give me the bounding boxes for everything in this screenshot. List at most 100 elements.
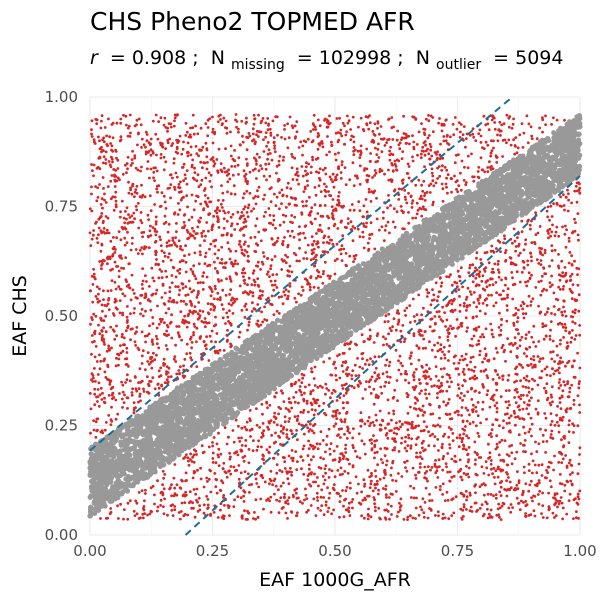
- outlier-point: [137, 400, 140, 404]
- outlier-point: [200, 444, 204, 448]
- outlier-point: [470, 337, 474, 341]
- outlier-point: [455, 188, 458, 191]
- outlier-point: [423, 153, 427, 157]
- outlier-point: [113, 185, 117, 188]
- outlier-point: [374, 366, 378, 370]
- outlier-point: [351, 465, 355, 469]
- outlier-point: [231, 312, 235, 315]
- outlier-point: [558, 371, 561, 375]
- outlier-point: [502, 502, 506, 506]
- outlier-point: [173, 355, 177, 358]
- outlier-point: [214, 485, 218, 489]
- outlier-point: [514, 249, 517, 253]
- outlier-point: [283, 415, 287, 419]
- outlier-point: [276, 452, 280, 456]
- outlier-point: [260, 260, 264, 264]
- outlier-point: [323, 194, 327, 198]
- outlier-point: [537, 442, 541, 446]
- outlier-point: [186, 151, 189, 155]
- outlier-point: [362, 169, 366, 172]
- outlier-point: [313, 217, 317, 221]
- outlier-point: [564, 195, 568, 199]
- outlier-point: [404, 378, 407, 382]
- outlier-point: [535, 137, 539, 141]
- outlier-point: [420, 214, 424, 218]
- outlier-point: [262, 507, 265, 511]
- outlier-point: [489, 322, 493, 326]
- outlier-point: [222, 349, 226, 352]
- outlier-point: [277, 312, 281, 315]
- outlier-point: [100, 336, 104, 340]
- outlier-point: [435, 466, 439, 469]
- outlier-point: [96, 400, 99, 403]
- outlier-point: [193, 325, 197, 328]
- outlier-point: [194, 277, 198, 281]
- outlier-point: [256, 277, 260, 281]
- outlier-point: [561, 325, 565, 329]
- outlier-point: [146, 513, 149, 517]
- outlier-point: [271, 456, 275, 460]
- outlier-point: [467, 466, 471, 470]
- outlier-point: [339, 247, 343, 251]
- outlier-point: [511, 276, 514, 280]
- outlier-point: [199, 126, 203, 130]
- outlier-point: [273, 411, 277, 415]
- outlier-point: [513, 380, 516, 384]
- outlier-point: [507, 506, 511, 510]
- outlier-point: [555, 118, 559, 122]
- outlier-point: [286, 255, 289, 259]
- outlier-point: [439, 357, 443, 360]
- outlier-point: [505, 113, 509, 117]
- outlier-point: [459, 475, 463, 479]
- outlier-point: [515, 354, 519, 358]
- outlier-point: [399, 329, 403, 333]
- outlier-point: [146, 160, 150, 163]
- outlier-point: [558, 473, 562, 476]
- outlier-point: [485, 251, 489, 254]
- outlier-point: [243, 249, 247, 252]
- outlier-point: [204, 320, 207, 324]
- outlier-point: [578, 446, 582, 450]
- outlier-point: [558, 396, 562, 400]
- outlier-point: [229, 144, 233, 148]
- outlier-point: [250, 483, 254, 486]
- outlier-point: [125, 241, 129, 245]
- outlier-point: [315, 170, 318, 174]
- outlier-point: [343, 166, 347, 170]
- outlier-point: [288, 264, 292, 268]
- outlier-point: [562, 380, 566, 384]
- outlier-point: [383, 172, 386, 176]
- outlier-point: [348, 462, 351, 466]
- outlier-point: [90, 316, 93, 319]
- outlier-point: [228, 293, 232, 296]
- outlier-point: [507, 430, 511, 433]
- outlier-point: [274, 431, 277, 435]
- outlier-point: [323, 166, 327, 170]
- outlier-point: [366, 178, 369, 182]
- outlier-point: [247, 320, 251, 324]
- outlier-point: [418, 392, 422, 395]
- outlier-point: [456, 269, 460, 273]
- outlier-point: [199, 160, 203, 164]
- outlier-point: [231, 262, 235, 266]
- outlier-point: [533, 379, 536, 383]
- outlier-point: [169, 375, 173, 378]
- outlier-point: [308, 288, 312, 292]
- outlier-point: [392, 317, 396, 321]
- outlier-point: [281, 302, 285, 306]
- outlier-point: [354, 449, 357, 453]
- outlier-point: [102, 227, 106, 230]
- outlier-point: [342, 351, 346, 355]
- outlier-point: [117, 353, 120, 356]
- outlier-point: [306, 478, 310, 482]
- outlier-point: [177, 186, 180, 189]
- outlier-point: [439, 389, 443, 393]
- outlier-point: [540, 474, 544, 477]
- outlier-point: [316, 386, 320, 389]
- outlier-point: [214, 315, 217, 319]
- outlier-point: [503, 234, 506, 238]
- outlier-point: [273, 241, 277, 245]
- outlier-point: [108, 135, 111, 139]
- outlier-point: [177, 293, 181, 297]
- outlier-point: [468, 491, 472, 495]
